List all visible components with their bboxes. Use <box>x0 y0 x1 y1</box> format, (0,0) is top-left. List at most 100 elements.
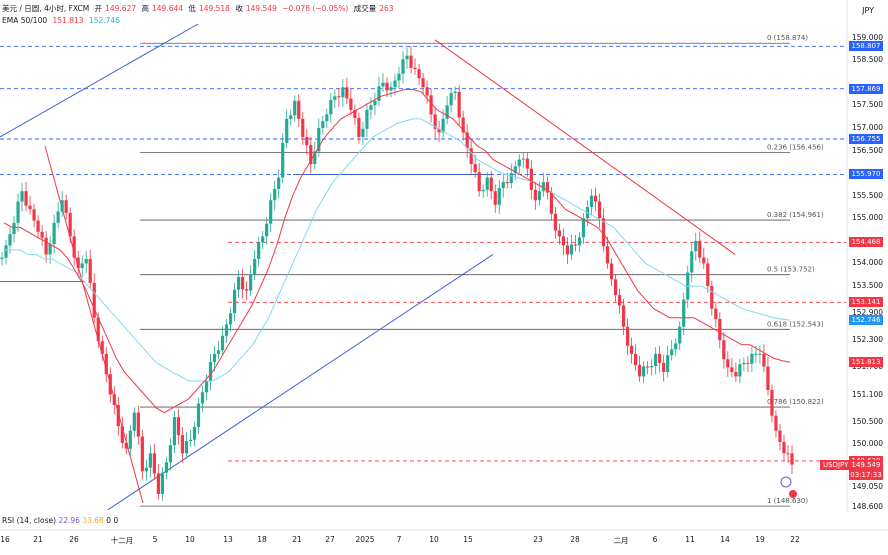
candle-body <box>72 236 76 258</box>
candle-body <box>734 371 738 377</box>
ema100-line <box>4 118 791 382</box>
x-tick-label: 6 <box>652 535 658 544</box>
candle-body <box>140 436 144 472</box>
ema-legend[interactable]: EMA 50/100 151.813 152.746 <box>2 16 123 25</box>
x-tick-label: 27 <box>325 535 335 544</box>
candle-body <box>317 127 321 152</box>
candle-body <box>537 191 541 201</box>
candle-body <box>152 453 156 474</box>
candle-body <box>164 462 169 473</box>
candle-body <box>569 244 574 255</box>
candle-body <box>357 117 361 137</box>
candle-body <box>682 299 686 327</box>
candle-body <box>88 258 92 283</box>
symbol-tag[interactable]: USDJPY <box>820 459 852 470</box>
candle-body <box>589 195 594 207</box>
x-tick-label: 7 <box>396 535 402 544</box>
x-tick-label: 21 <box>292 535 302 544</box>
high-label: 高 <box>141 4 150 13</box>
price-line-tag[interactable]: 156.755 <box>849 133 883 144</box>
candle-body <box>172 417 177 446</box>
price-line-tag[interactable]: 155.970 <box>849 169 883 180</box>
candle-body <box>525 158 529 169</box>
ema100-value: 152.746 <box>88 16 120 25</box>
y-tick-label: 148.600 <box>852 502 884 512</box>
fib-level-label: 0.382 (154.961) <box>767 211 824 219</box>
candle-body <box>605 246 610 264</box>
rsi-legend[interactable]: RSI (14, close) 22.96 33.68 0 0 <box>2 516 118 525</box>
candle-body <box>369 105 373 110</box>
price-line-tag[interactable]: 158.807 <box>849 41 883 52</box>
candle-body <box>120 426 124 443</box>
candle-body <box>305 136 309 146</box>
candle-body <box>104 353 108 375</box>
y-tick-label: 152.300 <box>852 335 884 345</box>
candle-body <box>625 326 630 346</box>
candle-body <box>445 105 449 119</box>
event-marker-icon <box>789 490 797 498</box>
candle-body <box>16 201 20 223</box>
price-line-tag[interactable]: 157.869 <box>849 83 883 94</box>
y-tick-label: 150.500 <box>852 416 884 426</box>
candle-body <box>613 279 618 296</box>
price-line-tag[interactable]: 154.468 <box>849 237 883 248</box>
symbol-title[interactable]: 美元 / 日圆, 4小时, FXCM <box>2 4 90 13</box>
candle-body <box>718 319 722 341</box>
y-tick-label: 158.500 <box>852 55 884 65</box>
candle-body <box>674 343 678 350</box>
candle-body <box>774 415 778 431</box>
x-tick-label: 15 <box>463 535 473 544</box>
candle-body <box>549 192 553 214</box>
candle-body <box>790 453 794 465</box>
x-tick-label: 23 <box>533 535 543 544</box>
candle-body <box>393 80 397 88</box>
candle-body <box>168 445 173 463</box>
candle-body <box>216 350 221 354</box>
x-tick-label: 19 <box>755 535 765 544</box>
candle-body <box>188 439 193 442</box>
candle-body <box>48 244 52 255</box>
y-tick-label: 155.000 <box>852 213 884 223</box>
candle-body <box>581 218 586 238</box>
candle-body <box>196 403 201 428</box>
candle-body <box>629 345 634 354</box>
candle-body <box>766 366 770 390</box>
bar-countdown: 03:17:33 <box>849 469 883 480</box>
candle-body <box>180 435 185 454</box>
candle-body <box>212 353 217 362</box>
candle-body <box>277 177 281 189</box>
candle-body <box>44 237 48 255</box>
x-tick-label: 二月 <box>613 536 629 545</box>
candle-body <box>245 289 249 291</box>
candle-body <box>20 191 24 202</box>
rsi-value4: 0 <box>113 516 119 525</box>
candle-body <box>377 86 381 101</box>
rsi-value3: 0 <box>106 516 111 525</box>
change-value: −0.078 (−0.05%) <box>282 4 349 13</box>
candle-body <box>156 473 160 494</box>
candle-body <box>281 142 285 178</box>
candle-body <box>301 118 305 137</box>
fib-level-label: 0.236 (156.456) <box>767 144 824 152</box>
candle-body <box>28 205 32 210</box>
price-line-tag[interactable]: 153.141 <box>849 297 883 308</box>
candle-body <box>232 289 237 314</box>
x-tick-label: 11 <box>685 535 695 544</box>
candle-body <box>236 277 241 290</box>
x-tick-label: 2025 <box>355 535 375 544</box>
candle-body <box>782 441 786 454</box>
candle-body <box>297 100 301 119</box>
candle-body <box>8 234 12 246</box>
trend-line-red-left <box>44 145 144 504</box>
candle-body <box>417 69 421 79</box>
candle-body <box>333 96 337 100</box>
candle-body <box>265 223 269 237</box>
candle-body <box>341 87 345 98</box>
candle-body <box>405 55 409 60</box>
candle-body <box>694 240 698 252</box>
candle-body <box>465 132 469 149</box>
candle-body <box>325 114 329 122</box>
candle-body <box>124 442 128 449</box>
